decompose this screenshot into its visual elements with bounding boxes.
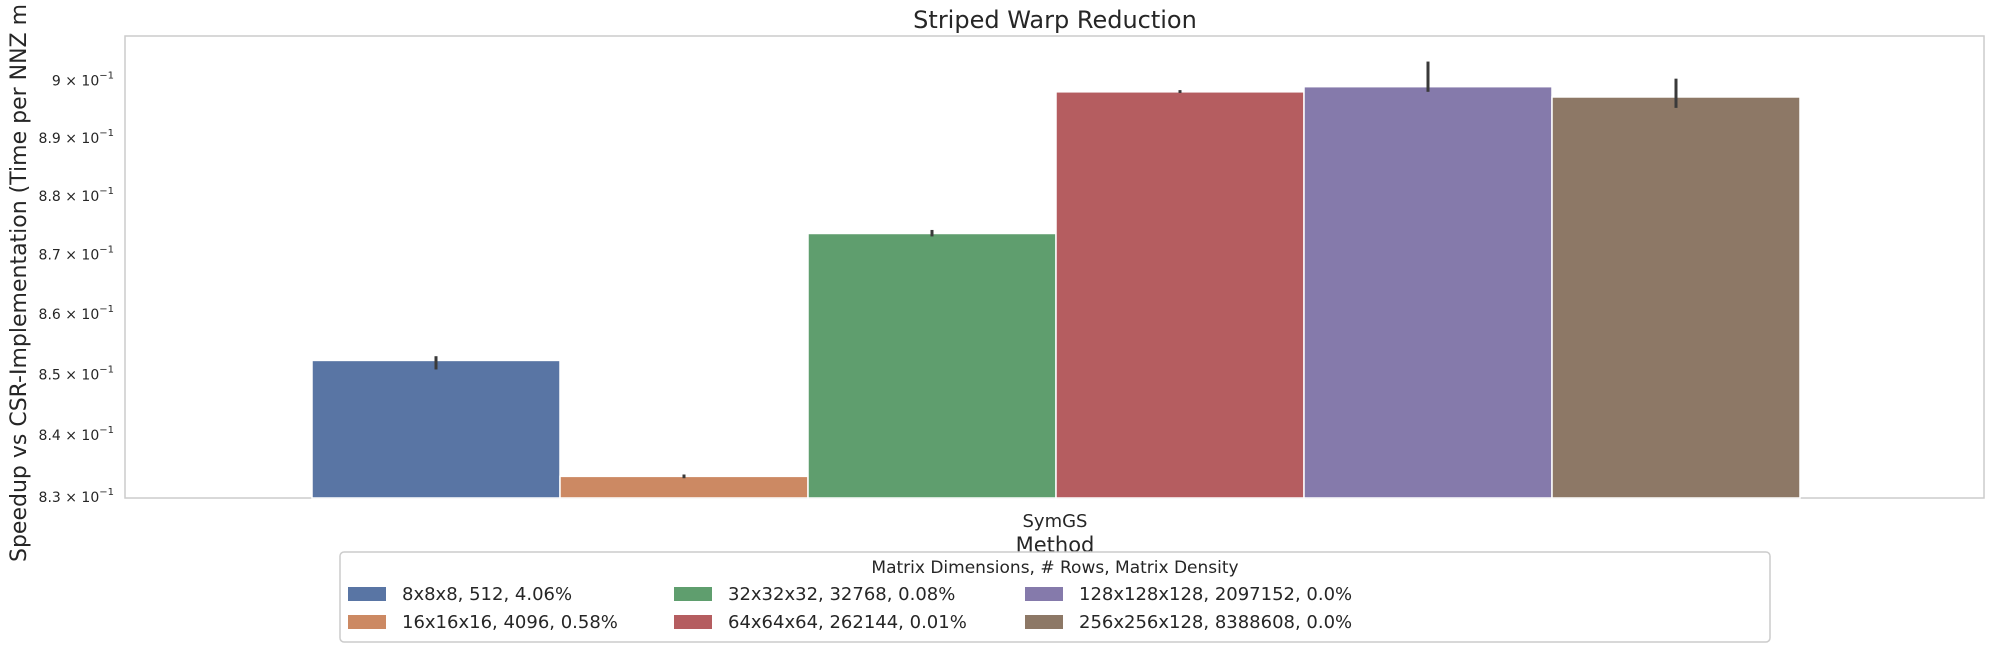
bar	[559, 475, 809, 499]
y-tick-label: 8.4 × 10−1	[39, 425, 114, 444]
y-tick-label: 9 × 10−1	[52, 70, 114, 89]
legend-label: 128x128x128, 2097152, 0.0%	[1079, 584, 1352, 605]
legend: Matrix Dimensions, # Rows, Matrix Densit…	[339, 551, 1771, 643]
legend-label: 256x256x128, 8388608, 0.0%	[1079, 612, 1352, 633]
legend-swatch	[1025, 615, 1063, 629]
legend-swatch	[348, 587, 386, 601]
y-tick-label: 8.8 × 10−1	[39, 186, 114, 205]
x-tick-label-symgs: SymGS	[1023, 511, 1088, 532]
legend-items: 8x8x8, 512, 4.06% 16x16x16, 4096, 0.58% 32…	[348, 584, 1352, 633]
bars	[311, 85, 1801, 499]
bar	[1303, 85, 1553, 499]
legend-swatch	[1025, 587, 1063, 601]
y-tick-labels: 8.3 × 10−1 8.4 × 10−1 8.5 × 10−1 8.6 × 10−1…	[39, 70, 114, 505]
y-axis-label: Speedup vs CSR-Implementation (Time per …	[7, 4, 32, 562]
legend-swatch	[674, 587, 712, 601]
legend-swatch	[674, 615, 712, 629]
y-tick-label: 8.7 × 10−1	[39, 245, 114, 264]
y-tick-label: 8.5 × 10−1	[39, 364, 114, 383]
legend-label: 64x64x64, 262144, 0.01%	[728, 612, 967, 633]
legend-label: 16x16x16, 4096, 0.58%	[402, 612, 618, 633]
legend-label: 32x32x32, 32768, 0.08%	[728, 584, 955, 605]
legend-swatch	[348, 615, 386, 629]
legend-label: 8x8x8, 512, 4.06%	[402, 584, 572, 605]
bar	[1551, 96, 1801, 499]
y-tick-label: 8.6 × 10−1	[39, 304, 114, 323]
y-tick-label: 8.9 × 10−1	[39, 128, 114, 147]
legend-title: Matrix Dimensions, # Rows, Matrix Densit…	[871, 558, 1238, 578]
error-bars	[434, 61, 1678, 479]
bar	[807, 232, 1057, 499]
y-tick-label: 8.3 × 10−1	[39, 487, 114, 506]
bar	[1055, 91, 1305, 499]
bar	[311, 359, 561, 499]
chart-title: Striped Warp Reduction	[913, 6, 1197, 34]
